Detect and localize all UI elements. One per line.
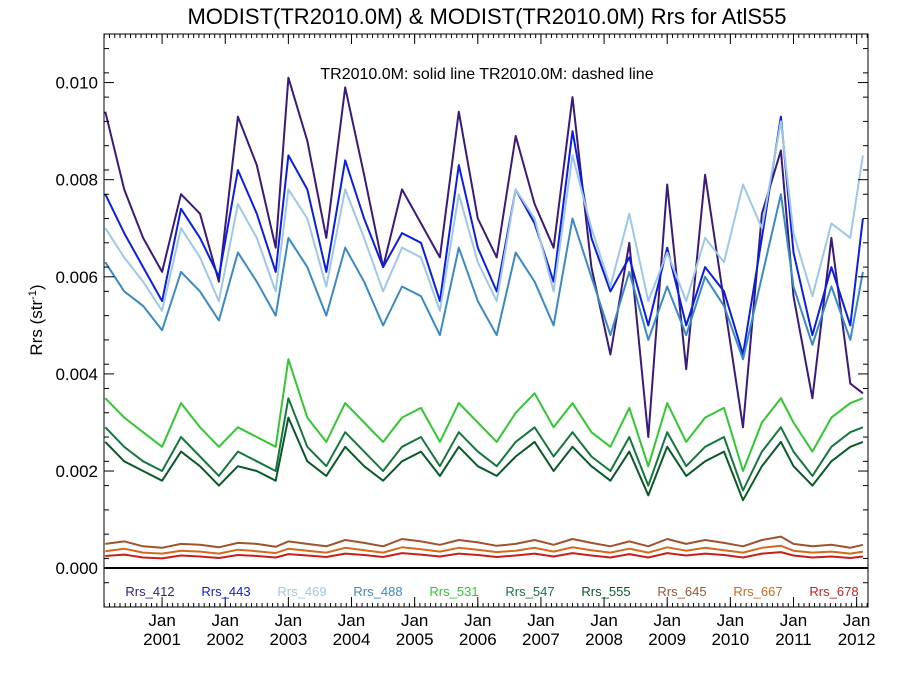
series-line-rrs-547: [104, 397, 864, 492]
x-tick-label-year: 2009: [648, 630, 686, 649]
series-line-rrs-667: [105, 544, 864, 555]
legend-item-rrs-412: Rrs_412: [125, 584, 174, 599]
x-tick-label-year: 2001: [143, 630, 181, 649]
x-tick-label-year: 2012: [838, 630, 876, 649]
x-tick-label-year: 2011: [775, 630, 812, 649]
legend-item-rrs-678: Rrs_678: [809, 584, 858, 599]
chart-annotation: TR2010.0M: solid line TR2010.0M: dashed …: [320, 66, 653, 83]
x-tick-label-year: 2003: [269, 630, 307, 649]
x-tick-label-year: 2008: [585, 630, 623, 649]
x-tick-label-year: 2006: [459, 630, 497, 649]
legend-item-rrs-469: Rrs_469: [277, 584, 326, 599]
y-axis-label-superscript: -1: [27, 290, 39, 300]
y-tick-label: 0.000: [55, 559, 98, 578]
legend: Rrs_412 Rrs_443 Rrs_469 Rrs_488 Rrs_531 Rrs_5…: [125, 584, 858, 599]
x-tick-label-month: Jan: [212, 611, 239, 630]
y-tick-label: 0.002: [55, 462, 98, 481]
x-tick-label-month: Jan: [717, 611, 744, 630]
x-tick-label-month: Jan: [464, 611, 491, 630]
x-tick-label-year: 2005: [396, 630, 434, 649]
legend-item-rrs-667: Rrs_667: [733, 584, 782, 599]
legend-item-rrs-555: Rrs_555: [581, 584, 630, 599]
y-tick-label: 0.004: [55, 365, 98, 384]
x-tick-label-month: Jan: [275, 611, 302, 630]
legend-item-rrs-443: Rrs_443: [201, 584, 250, 599]
y-tick-label: 0.008: [55, 171, 98, 190]
x-tick-label-month: Jan: [527, 611, 554, 630]
y-axis-label-close: ): [27, 284, 46, 290]
series-line-rrs-443: [104, 115, 864, 356]
x-tick-label-month: Jan: [843, 611, 870, 630]
series-line-rrs-555: [104, 416, 864, 502]
series-line-rrs-412: [104, 76, 864, 438]
x-tick-label-month: Jan: [654, 611, 681, 630]
legend-item-rrs-645: Rrs_645: [657, 584, 706, 599]
series-line-rrs-645: [105, 535, 864, 549]
legend-item-rrs-547: Rrs_547: [505, 584, 554, 599]
y-axis-label-text: Rrs (str: [27, 300, 46, 356]
legend-item-rrs-531: Rrs_531: [429, 584, 478, 599]
series-line-rrs-488: [104, 193, 864, 361]
x-tick-label-year: 2002: [206, 630, 244, 649]
x-tick-label-year: 2007: [522, 630, 560, 649]
x-tick-label-month: Jan: [338, 611, 365, 630]
plot-lines: [104, 76, 864, 560]
series-line-rrs-678: [105, 551, 864, 560]
x-tick-label-month: Jan: [590, 611, 617, 630]
series-line-rrs-531: [104, 358, 864, 472]
x-axis: Jan2001Jan2002Jan2003Jan2004Jan2005Jan20…: [103, 34, 876, 649]
x-tick-label-year: 2004: [333, 630, 371, 649]
y-axis-label: Rrs (str-1): [27, 284, 46, 355]
x-tick-label-month: Jan: [401, 611, 428, 630]
y-tick-label: 0.010: [55, 74, 98, 93]
y-axis: 0.000 0.002 0.004 0.006 0.008 0.010: [55, 48, 868, 608]
x-tick-label-month: Jan: [780, 611, 807, 630]
y-tick-label: 0.006: [55, 268, 98, 287]
x-tick-label-year: 2010: [711, 630, 749, 649]
series-line-rrs-469: [104, 120, 864, 312]
x-tick-label-month: Jan: [148, 611, 175, 630]
chart-title: MODIST(TR2010.0M) & MODIST(TR2010.0M) Rr…: [187, 4, 786, 29]
legend-item-rrs-488: Rrs_488: [353, 584, 402, 599]
plot-frame: [103, 33, 869, 608]
